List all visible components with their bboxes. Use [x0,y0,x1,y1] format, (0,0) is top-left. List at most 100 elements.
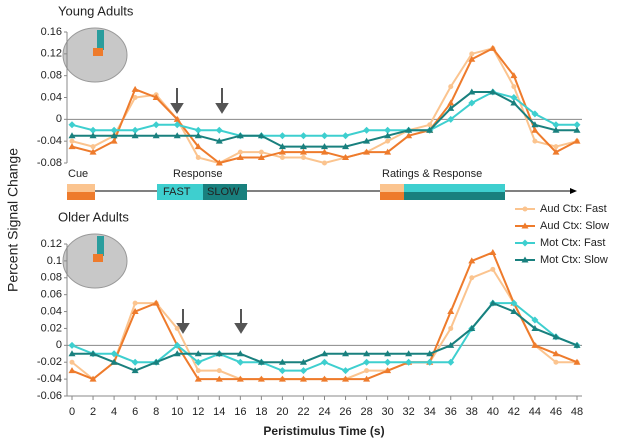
x-tick-label: 16 [234,406,246,418]
x-tick-label: 0 [69,406,75,418]
x-tick-label: 12 [192,406,204,418]
point [194,358,202,366]
annotation: Ratings & Response [382,168,482,180]
point [363,148,371,155]
point [215,375,223,382]
point [510,299,518,307]
point [521,239,529,247]
point [447,358,455,366]
y-tick-label: 0.08 [41,70,62,82]
x-tick-label: 18 [255,406,267,418]
point [299,148,307,155]
point [69,138,75,144]
point [152,94,160,100]
point [363,375,371,382]
point [573,126,581,133]
point [342,350,350,357]
point [257,154,265,161]
point [510,308,518,315]
point [321,132,328,140]
y-tick-label: 0.12 [41,48,62,60]
y-tick-label: 0.1 [47,255,62,267]
panel-title: Young Adults [58,3,134,18]
point [278,148,286,155]
point [236,154,244,161]
point [152,121,160,129]
point [89,148,97,155]
x-tick-label: 4 [111,406,117,418]
point [490,266,496,272]
point [194,132,202,139]
annotation: Cue [68,168,88,180]
point [552,350,560,357]
point [364,368,370,374]
point [468,257,476,264]
point [216,368,222,374]
legend-label: Aud Ctx: Fast [540,203,607,215]
point [447,308,455,315]
x-tick-label: 32 [403,406,415,418]
y-tick-label: -0.04 [37,135,62,147]
point [299,132,307,140]
point [173,350,181,357]
brain-icon [62,233,128,289]
point [278,143,286,150]
point [236,358,244,366]
y-tick-label: 0 [56,113,62,125]
y-tick-label: 0.06 [41,289,62,301]
x-tick-label: 26 [339,406,351,418]
point [152,299,160,306]
point [90,144,96,150]
point [384,148,392,155]
point [510,99,518,106]
x-axis-label: Peristimulus Time (s) [263,424,384,438]
point [447,99,455,106]
point [573,137,581,144]
point [215,159,223,166]
point [405,132,413,139]
point [521,256,529,263]
point [573,341,581,348]
point [531,341,539,348]
point [426,350,434,357]
point [131,132,139,139]
point [531,126,539,133]
point [468,88,476,95]
point [132,95,138,100]
annotation: FAST [163,186,191,198]
point [363,126,371,134]
point [110,137,118,144]
point [531,324,539,331]
point [552,148,560,155]
point [110,126,118,134]
point [469,51,475,57]
point [173,341,181,349]
point [405,126,413,133]
point [194,143,202,150]
point [195,155,201,161]
point [68,341,76,349]
x-tick-label: 24 [318,406,330,418]
point [68,143,76,150]
y-tick-label: 0.08 [41,272,62,284]
point [131,126,139,134]
point [447,104,455,111]
point [299,375,307,382]
point [363,137,371,144]
point [257,132,265,139]
point [531,121,539,128]
point [384,126,392,134]
point [521,222,529,229]
point [427,122,433,128]
point [258,149,264,155]
point [68,132,76,139]
point [363,358,371,366]
point [448,325,454,331]
point [573,358,581,365]
point [489,88,497,95]
point [131,367,139,374]
x-tick-label: 28 [360,406,372,418]
point [257,358,265,365]
point [531,110,539,118]
point [405,350,413,357]
